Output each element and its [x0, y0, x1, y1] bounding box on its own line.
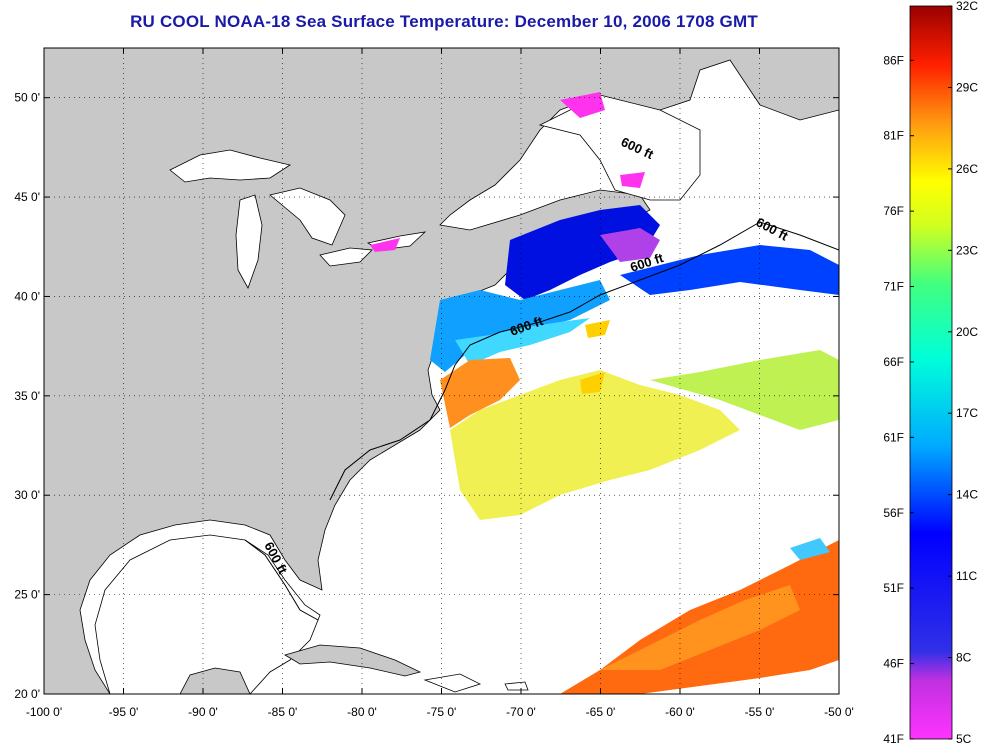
gulf-of-st-lawrence — [538, 94, 701, 201]
colorbar-fahrenheit-label: 51F — [883, 581, 904, 595]
longitude-tick-label: -90 0' — [188, 705, 218, 719]
longitude-tick-label: -100 0' — [26, 705, 62, 719]
latitude-tick-label: 30 0' — [14, 488, 40, 502]
cuba-land — [284, 644, 422, 677]
lake-superior — [169, 149, 292, 183]
colorbar-fahrenheit-label: 46F — [883, 657, 904, 671]
sst-tropical-light — [600, 585, 800, 670]
latitude-axis: 50 0' 45 0' 40 0' 35 0' 30 0' 25 0' 20 0' — [14, 91, 839, 701]
lake-erie — [319, 247, 373, 267]
latitude-tick-label: 35 0' — [14, 389, 40, 403]
colorbar-celsius-label: 29C — [956, 80, 978, 94]
colorbar-celsius-label: 14C — [956, 488, 978, 502]
colorbar-celsius-label: 32C — [956, 0, 978, 13]
gulf-of-mexico — [94, 534, 321, 694]
colorbar-celsius-label: 8C — [956, 651, 972, 665]
longitude-tick-label: -75 0' — [427, 705, 457, 719]
longitude-tick-label: -50 0' — [824, 705, 854, 719]
latitude-tick-label: 40 0' — [14, 289, 40, 303]
colorbar-celsius-label: 17C — [956, 406, 978, 420]
colorbar-fahrenheit-label: 61F — [883, 430, 904, 444]
colorbar-celsius-label: 5C — [956, 732, 972, 746]
colorbar-celsius-label: 11C — [956, 569, 977, 583]
latitude-tick-label: 50 0' — [14, 91, 40, 105]
colorbar-celsius-label: 26C — [956, 162, 978, 176]
lake-michigan — [235, 194, 263, 289]
longitude-tick-label: -95 0' — [109, 705, 139, 719]
latitude-tick-label: 25 0' — [14, 588, 40, 602]
colorbar-fahrenheit-label: 86F — [883, 53, 904, 67]
longitude-axis: -100 0' -95 0' -90 0' -85 0' -80 0' -75 0' -70… — [26, 48, 854, 719]
colorbar-fahrenheit-label: 76F — [883, 204, 904, 218]
hispaniola-outline — [423, 673, 482, 693]
latitude-tick-label: 45 0' — [14, 190, 40, 204]
sst-purple-patch — [600, 228, 660, 262]
longitude-tick-label: -55 0' — [745, 705, 775, 719]
longitude-tick-label: -65 0' — [586, 705, 616, 719]
sst-open-ocean-warm — [450, 370, 740, 520]
sst-blue-band — [620, 245, 839, 295]
colorbar-fahrenheit-label: 66F — [883, 355, 904, 369]
latitude-tick-label: 20 0' — [14, 687, 40, 701]
longitude-tick-label: -85 0' — [268, 705, 298, 719]
colorbar-fahrenheit-label: 41F — [883, 732, 904, 746]
colorbar-fahrenheit-label: 81F — [883, 129, 904, 143]
colorbar — [909, 5, 953, 740]
sst-cool-speck — [790, 538, 830, 560]
sst-yellow-patch — [580, 320, 610, 394]
yucatan-land — [179, 667, 251, 694]
colorbar-celsius-label: 23C — [956, 243, 978, 257]
bathymetry-600ft-contour-gulf — [244, 539, 319, 621]
map-title: RU COOL NOAA-18 Sea Surface Temperature:… — [130, 12, 758, 31]
sst-green-patch — [650, 350, 839, 430]
sst-gulf-stream — [440, 358, 520, 428]
colorbar-celsius-label: 20C — [956, 325, 978, 339]
lake-huron — [269, 187, 346, 246]
longitude-tick-label: -80 0' — [347, 705, 377, 719]
puerto-rico-outline — [504, 681, 529, 691]
longitude-tick-label: -60 0' — [665, 705, 695, 719]
longitude-tick-label: -70 0' — [506, 705, 536, 719]
colorbar-labels: 32C 29C 26C 23C 20C 17C 14C 11C 8C 5C 86F 81F 76F 71F… — [883, 0, 978, 746]
colorbar-fahrenheit-label: 56F — [883, 506, 904, 520]
sst-cold-shelf — [505, 205, 660, 300]
bathymetry-600ft-contour — [329, 221, 839, 501]
colorbar-fahrenheit-label: 71F — [883, 280, 904, 294]
sst-cyan-band — [455, 318, 590, 365]
